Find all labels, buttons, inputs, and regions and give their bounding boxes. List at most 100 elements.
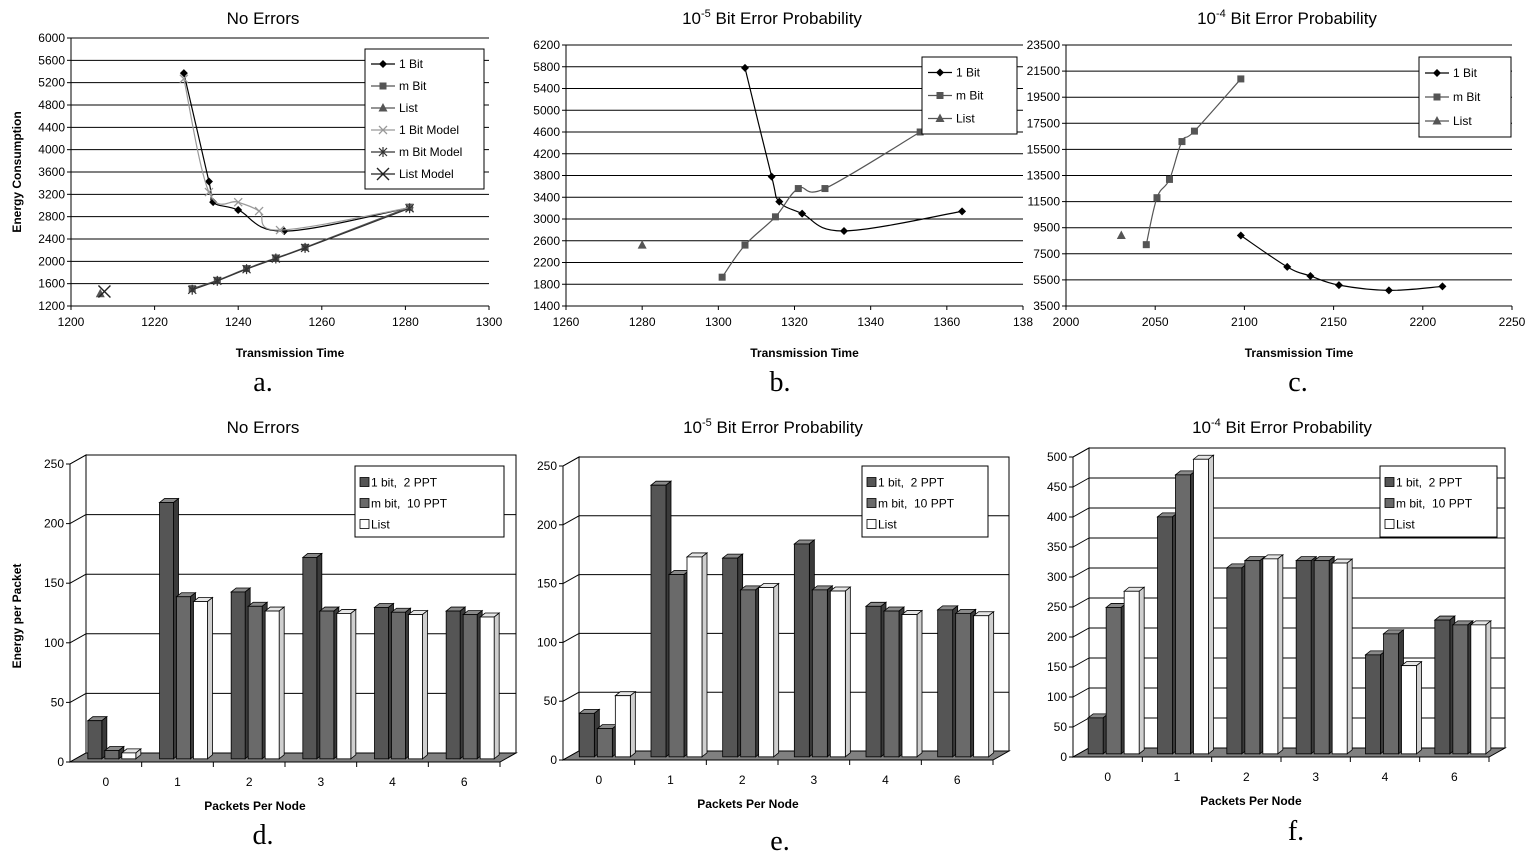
data-point — [212, 275, 222, 286]
x-tick-label: 2250 — [1499, 315, 1526, 329]
x-axis-label: Transmission Time — [750, 346, 859, 360]
bar — [1331, 558, 1354, 755]
bar-front — [1295, 560, 1312, 755]
gridline-side — [562, 691, 580, 702]
y-tick-label: 0 — [550, 753, 557, 767]
series-line-1-bit-model — [183, 78, 410, 231]
y-tick-label: 1200 — [38, 299, 65, 313]
legend-swatch — [1384, 477, 1395, 487]
chart-title-base: 10 — [682, 9, 701, 28]
legend-marker — [378, 125, 388, 135]
data-point — [821, 185, 829, 193]
bar-front — [264, 610, 280, 760]
y-tick-label: 200 — [1047, 630, 1067, 644]
data-point — [209, 198, 218, 207]
bar-side — [773, 582, 780, 758]
chart-title-rest: Bit Error Probability — [711, 9, 863, 28]
legend-label: m Bit — [399, 79, 427, 93]
bar — [1105, 602, 1128, 755]
bar-front — [1365, 654, 1381, 755]
bar — [264, 606, 286, 760]
chart-title: No Errors — [227, 418, 300, 437]
legend-box — [354, 465, 505, 538]
gridline-side — [1072, 687, 1090, 698]
data-point — [300, 242, 310, 253]
chart-title-superscript: -5 — [701, 8, 711, 20]
chart-title-superscript: -4 — [1211, 417, 1221, 429]
bar-front — [336, 613, 352, 760]
x-tick-label: 6 — [461, 775, 468, 789]
legend-marker — [935, 113, 945, 122]
y-tick-label: 9500 — [1033, 221, 1060, 235]
bar-front — [1331, 562, 1348, 755]
series-line-1-bit — [744, 67, 963, 232]
bar — [230, 587, 252, 760]
bar-front — [722, 557, 739, 758]
gridline-side — [1072, 537, 1090, 548]
chart-title: No Errors — [227, 9, 300, 28]
data-point — [775, 197, 784, 206]
data-point — [405, 203, 415, 214]
panel-label: d. — [253, 820, 274, 851]
bar-front — [1434, 619, 1451, 755]
panel-label: c. — [1288, 367, 1307, 398]
chart-title: 10-4 Bit Error Probability — [1197, 8, 1377, 28]
chart-title-rest: Bit Error Probability — [1226, 9, 1378, 28]
y-tick-label: 5800 — [533, 60, 560, 74]
x-tick-label: 4 — [389, 775, 396, 789]
data-point — [271, 253, 281, 264]
bar-front — [247, 605, 263, 760]
bar — [1382, 629, 1405, 755]
data-point — [254, 206, 264, 216]
y-tick-label: 50 — [51, 695, 65, 709]
bar — [882, 606, 906, 758]
bar-side — [1416, 660, 1422, 755]
data-point — [718, 273, 726, 281]
y-tick-label: 300 — [1047, 570, 1067, 584]
y-tick-label: 100 — [537, 635, 557, 649]
data-point — [741, 241, 749, 249]
legend-label: m Bit — [1453, 90, 1481, 104]
bar — [373, 602, 395, 760]
y-tick-label: 400 — [1047, 510, 1067, 524]
x-tick-label: 0 — [1104, 770, 1111, 784]
y-tick-label: 250 — [1047, 600, 1067, 614]
x-tick-label: 2050 — [1142, 315, 1169, 329]
gridline-side — [1072, 717, 1090, 728]
y-tick-label: 19500 — [1027, 90, 1061, 104]
x-tick-label: 138 — [1013, 315, 1033, 329]
gridline-side — [69, 454, 87, 465]
chart-title: 10-4 Bit Error Probability — [1192, 417, 1372, 437]
bar-front — [668, 574, 685, 758]
data-point — [958, 207, 967, 216]
legend-label: m bit, 10 PPT — [1396, 497, 1473, 511]
legend-label: 1 Bit — [399, 57, 424, 71]
bar-front — [1175, 474, 1191, 755]
y-tick-label: 2400 — [38, 232, 65, 246]
y-tick-label: 50 — [1054, 720, 1068, 734]
y-tick-label: 4600 — [533, 125, 560, 139]
legend-label: 1 bit, 2 PPT — [371, 476, 438, 490]
data-point — [740, 63, 749, 72]
bar — [1087, 713, 1110, 755]
data-point — [179, 74, 189, 84]
gridline-side — [1072, 477, 1090, 488]
data-point — [275, 225, 285, 235]
bar — [1364, 650, 1387, 755]
chart-title-base: 10 — [1197, 9, 1216, 28]
bar-front — [1313, 560, 1330, 755]
bar — [936, 605, 959, 758]
y-tick-label: 4800 — [38, 98, 65, 112]
x-axis-label: Packets Per Node — [204, 799, 306, 813]
x-tick-label: 2 — [1243, 770, 1250, 784]
data-point — [1306, 271, 1315, 280]
y-tick-label: 3600 — [38, 165, 65, 179]
x-tick-label: 3 — [1312, 770, 1319, 784]
y-axis-label: Energy Consumption — [10, 111, 24, 232]
y-tick-label: 3400 — [533, 190, 560, 204]
y-axis-label: Energy per Packet — [10, 564, 24, 669]
y-tick-label: 5400 — [533, 82, 560, 96]
bar — [390, 607, 412, 760]
x-tick-label: 1360 — [933, 315, 960, 329]
x-tick-label: 4 — [1382, 770, 1389, 784]
